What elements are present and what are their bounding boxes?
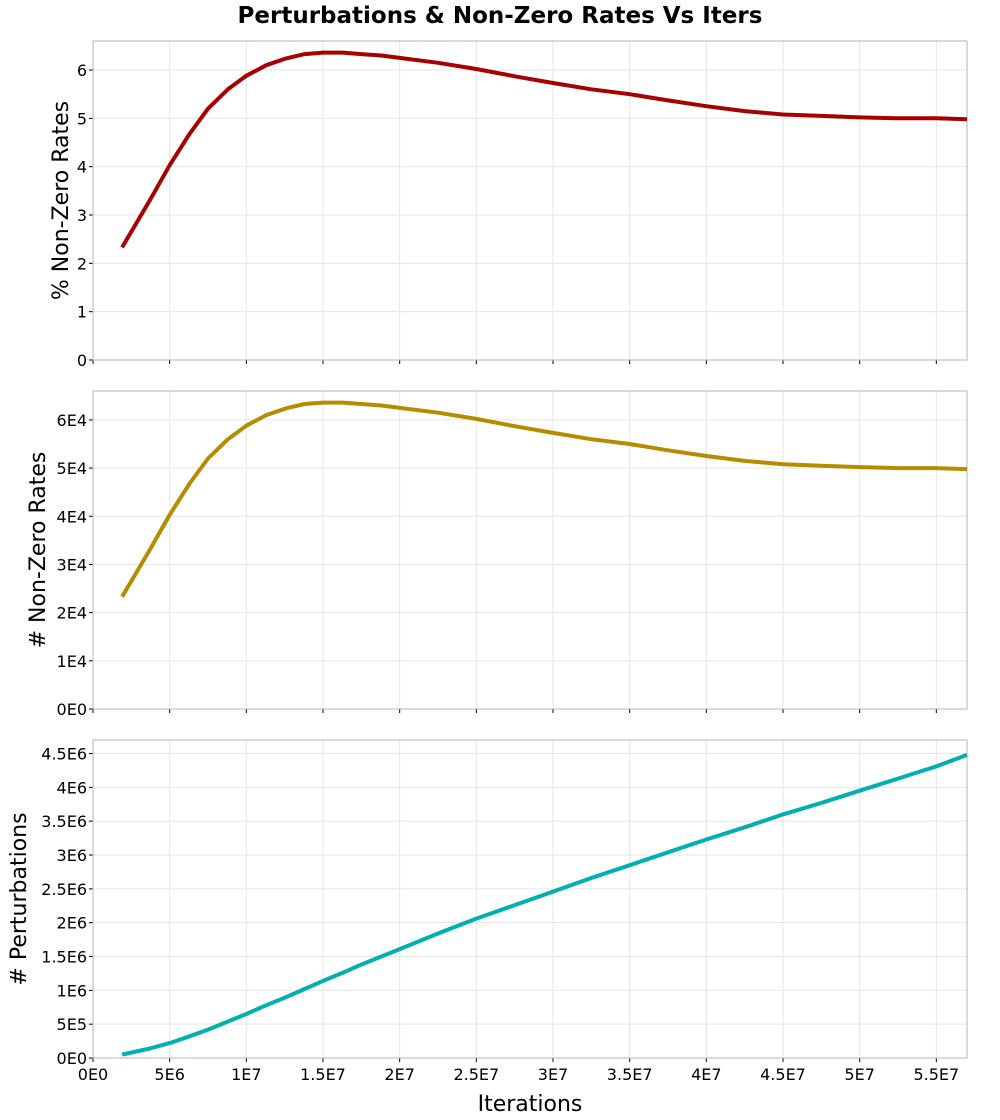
x-tick-label: 3E7 — [538, 1065, 568, 1084]
y-tick-label: 4E6 — [57, 778, 87, 797]
y-tick-label: 1 — [77, 303, 87, 322]
x-tick-label: 1.5E7 — [300, 1065, 346, 1084]
y-tick-label: 1E4 — [57, 652, 87, 671]
y-tick-label: 6 — [77, 61, 87, 80]
y-tick-label: 0E0 — [57, 700, 87, 719]
y-axis-label-2: # Non-Zero Rates — [26, 452, 51, 649]
y-axis-label-3: # Perturbations — [7, 812, 32, 985]
y-tick-label: 3.5E6 — [41, 812, 87, 831]
x-tick-label: 5.5E7 — [913, 1065, 959, 1084]
x-tick-label: 1E7 — [231, 1065, 261, 1084]
series-line-2 — [120, 400, 968, 598]
x-tick-labels: 0E0 5E6 1E7 1.5E7 2E7 2.5E7 3E7 3.5E7 4E7 4.5E7 5E… — [78, 1065, 959, 1084]
chart-title: Perturbations & Non-Zero Rates Vs Iters — [238, 3, 763, 29]
plot-frame-2 — [92, 390, 968, 710]
x-tick-label: 5E6 — [154, 1065, 184, 1084]
plot-area-2 — [92, 390, 968, 710]
y-tick-label: 0E0 — [57, 1049, 87, 1068]
y-tick-label: 4E4 — [57, 507, 87, 526]
x-tick-label: 2.5E7 — [453, 1065, 499, 1084]
y-tick-label: 3 — [77, 206, 87, 225]
chart-panels: 0 1 2 3 4 5 6 % Non-Zero Rates 0E0 1E4 2E4 3E4 4E4 5E… — [7, 40, 968, 1084]
x-tick-label: 4.5E7 — [760, 1065, 806, 1084]
plot-frame-3 — [92, 739, 968, 1059]
plot-frame-1 — [92, 40, 968, 361]
y-tick-label: 4 — [77, 158, 87, 177]
series-line-3 — [121, 753, 968, 1057]
x-tick-label: 3.5E7 — [607, 1065, 653, 1084]
y-tick-label: 2.5E6 — [41, 880, 87, 899]
plot-area-1 — [92, 40, 968, 361]
x-tick-label: 5E7 — [844, 1065, 874, 1084]
x-axis-label: Iterations — [478, 1092, 583, 1117]
y-tick-label: 2E4 — [57, 604, 87, 623]
y-tick-label: 6E4 — [57, 411, 87, 430]
y-tick-label: 3E6 — [57, 846, 87, 865]
x-tick-label: 0E0 — [78, 1065, 108, 1084]
y-tick-label: 1E6 — [57, 981, 87, 1000]
panel-1: 0 1 2 3 4 5 6 % Non-Zero Rates — [49, 40, 968, 370]
y-tick-label: 1.5E6 — [41, 948, 87, 967]
y-tick-label: 5E4 — [57, 459, 87, 478]
y-tick-label: 4.5E6 — [41, 745, 87, 764]
panel-2: 0E0 1E4 2E4 3E4 4E4 5E4 6E4 # Non-Zero Rates — [26, 390, 968, 719]
y-tick-label: 0 — [77, 351, 87, 370]
x-tick-label: 2E7 — [384, 1065, 414, 1084]
y-tick-label: 2 — [77, 254, 87, 273]
y-tick-label: 3E4 — [57, 555, 87, 574]
panel-3: 0E0 5E5 1E6 1.5E6 2E6 2.5E6 3E6 3.5E6 4E6 4.5E6 # … — [7, 739, 968, 1068]
y-tick-label: 5E5 — [57, 1015, 87, 1034]
x-tick-label: 4E7 — [691, 1065, 721, 1084]
y-tick-label: 5 — [77, 109, 87, 128]
series-line-1 — [120, 50, 968, 249]
y-axis-label-1: % Non-Zero Rates — [49, 101, 74, 300]
y-tick-label: 2E6 — [57, 914, 87, 933]
